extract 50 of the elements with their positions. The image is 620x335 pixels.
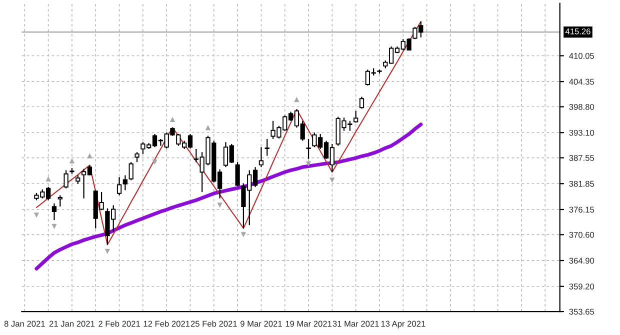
x-tick-label: 12 Feb 2021: [144, 320, 190, 327]
y-tick-label: 381.85: [569, 180, 594, 187]
candlestick: [258, 146, 264, 168]
y-tick-label: 404.35: [569, 78, 594, 85]
candlestick: [64, 170, 68, 189]
point: [217, 202, 222, 208]
point: [87, 153, 92, 158]
y-tick-label: 398.80: [569, 104, 594, 110]
x-tick-label: 13 Apr 2021: [381, 320, 426, 328]
candlestick: [235, 162, 240, 187]
candlestick: [128, 162, 134, 181]
line-series: [36, 20, 422, 246]
candlestick: [122, 174, 128, 191]
candlestick: [359, 96, 364, 110]
point: [69, 158, 75, 164]
line-series: [34, 122, 423, 270]
y-tick-label: 393.10: [569, 130, 594, 136]
point: [34, 212, 40, 218]
candlestick: [264, 138, 270, 156]
y-tick-label: 364.90: [569, 258, 594, 264]
point: [240, 232, 246, 238]
point: [330, 178, 335, 183]
y-tick-label: 359.20: [569, 284, 594, 290]
y-tick-label: 353.65: [569, 308, 594, 315]
x-tick-label: 19 Mar 2021: [286, 320, 332, 327]
y-tick-label: 376.15: [569, 206, 594, 213]
point: [46, 176, 51, 182]
y-tick-label: 410.05: [569, 52, 594, 59]
x-tick-label: 25 Feb 2021: [190, 320, 237, 327]
candlestick: [306, 138, 311, 160]
point: [152, 160, 158, 165]
y-tick-label: 387.55: [569, 154, 594, 161]
candlestick: [116, 176, 122, 196]
candlestick: [354, 110, 358, 124]
y-tick-label: 370.60: [569, 232, 594, 238]
candlestick: [134, 152, 140, 163]
x-tick-label: 21 Jan 2021: [49, 320, 94, 327]
x-tick-label: 8 Jan 2021: [4, 320, 45, 327]
x-tick-label: 2 Feb 2021: [98, 320, 140, 327]
x-tick-label: 31 Mar 2021: [332, 320, 379, 327]
x-tick-label: 9 Mar 2021: [240, 320, 282, 327]
candlestick: [58, 194, 62, 208]
point: [294, 96, 300, 102]
point: [205, 125, 211, 130]
point: [170, 116, 176, 122]
ref-line-label: 415.26: [565, 28, 590, 34]
point: [104, 248, 110, 254]
candlestick: [52, 202, 57, 221]
point: [306, 161, 312, 167]
point: [52, 224, 57, 230]
